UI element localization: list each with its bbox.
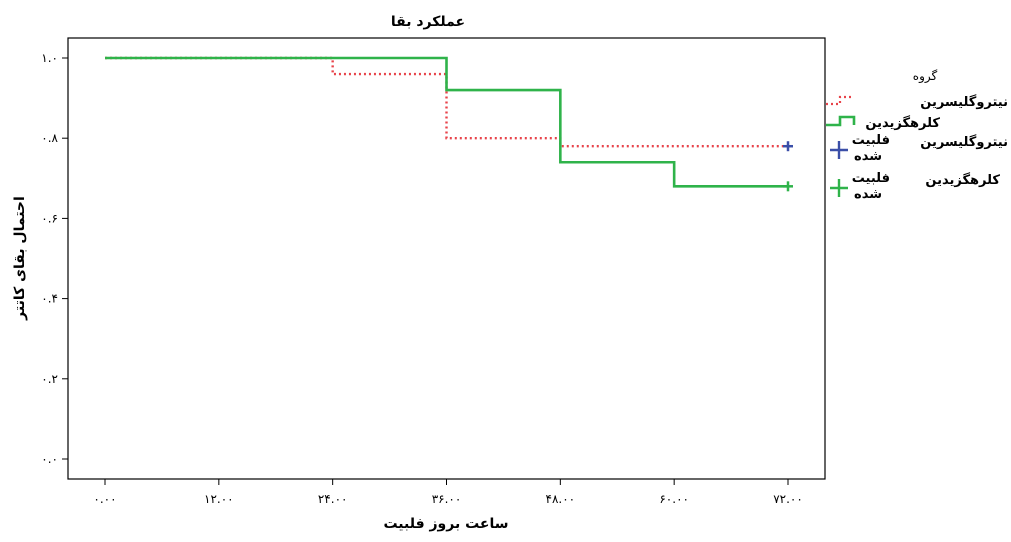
y-tick-label: ۰.۶ [41, 211, 58, 225]
legend-swatch [826, 115, 856, 127]
y-tick-label: ۰.۲ [41, 372, 58, 386]
x-axis-ticks: ۰.۰۰ ۱۲.۰۰ ۲۴.۰۰ ۳۶.۰۰ ۴۸.۰۰ ۶۰.۰۰ ۷۲.۰۰ [93, 479, 803, 506]
y-axis-label: احتمال بقای کاتتر [12, 196, 28, 321]
y-tick-label: ۰.۰ [41, 452, 58, 466]
x-tick-label: ۴۸.۰۰ [546, 492, 576, 506]
x-tick-label: ۳۶.۰۰ [432, 492, 462, 506]
legend-entry: نیتروگلیسرین [826, 94, 1008, 110]
legend-swatch [830, 141, 848, 159]
legend-title: گروه [913, 69, 938, 84]
legend-label: نیتروگلیسرین [920, 134, 1008, 150]
legend: گروه نیتروگلیسرین کلرهگزیدین نیتروگلیسرین فل… [826, 69, 1008, 202]
chart-title: عملکرد بقا [391, 14, 465, 30]
legend-swatch [830, 179, 848, 197]
censored-marker [783, 141, 793, 152]
series-line-1 [105, 56, 788, 148]
legend-label-line2: فلبیت [852, 133, 890, 148]
censored-marker [783, 181, 793, 192]
series-line-2 [105, 56, 788, 188]
series-layer [105, 56, 793, 192]
y-tick-label: ۰.۴ [41, 292, 58, 306]
legend-label-line2: فلبیت [852, 171, 890, 186]
x-tick-label: ۰.۰۰ [93, 492, 116, 506]
y-tick-label: ۰.۸ [41, 131, 58, 145]
x-tick-label: ۶۰.۰۰ [659, 492, 689, 506]
legend-entry: کلرهگزیدین [826, 115, 940, 131]
legend-label-line3: شده [854, 187, 882, 202]
y-axis-ticks: ۰.۰ ۰.۲ ۰.۴ ۰.۶ ۰.۸ ۱.۰ [41, 51, 68, 466]
x-tick-label: ۱۲.۰۰ [204, 492, 234, 506]
legend-label: کلرهگزیدین [925, 172, 1000, 188]
y-tick-label: ۱.۰ [41, 51, 58, 65]
legend-swatch [826, 95, 854, 106]
x-tick-label: ۷۲.۰۰ [773, 492, 803, 506]
legend-label: نیتروگلیسرین [920, 94, 1008, 110]
legend-label: کلرهگزیدین [865, 115, 940, 131]
legend-label-line3: شده [854, 149, 882, 164]
plot-frame [67, 37, 826, 480]
x-axis-label: ساعت بروز فلبیت [383, 516, 508, 532]
x-tick-label: ۲۴.۰۰ [318, 492, 348, 506]
